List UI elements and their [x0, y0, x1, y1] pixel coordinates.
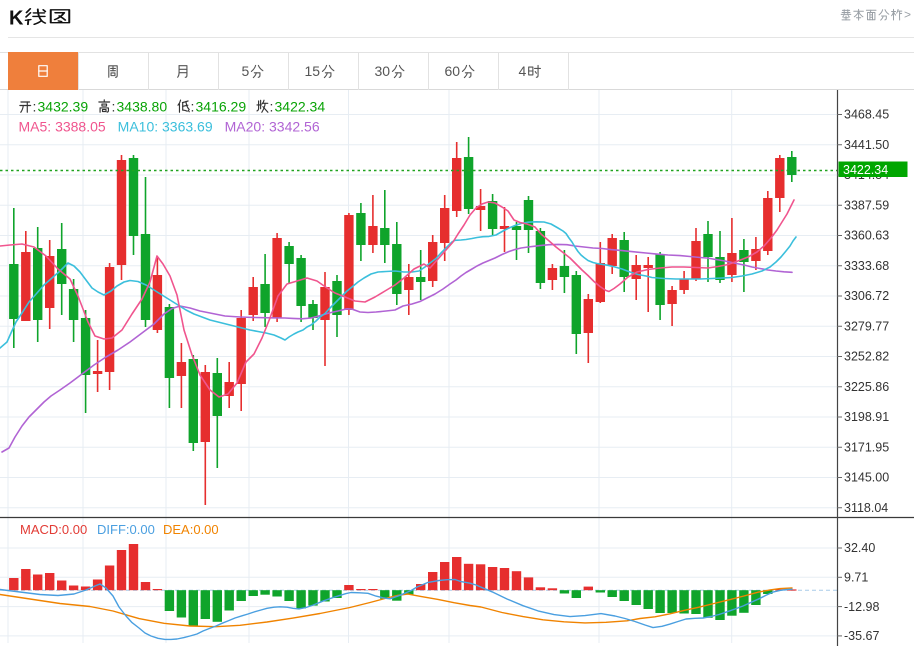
svg-text:3432.39: 3432.39 — [38, 99, 89, 115]
svg-text:K: K — [9, 8, 24, 30]
svg-text::: : — [112, 99, 116, 115]
svg-text:4: 4 — [519, 63, 527, 79]
svg-text:3198.91: 3198.91 — [844, 410, 889, 424]
svg-text:3438.80: 3438.80 — [117, 99, 168, 115]
svg-text:3145.00: 3145.00 — [844, 471, 889, 485]
svg-text:3118.04: 3118.04 — [844, 501, 888, 515]
svg-text:32.40: 32.40 — [844, 541, 875, 555]
svg-text:MACD:0.00: MACD:0.00 — [20, 522, 87, 537]
svg-text:3252.82: 3252.82 — [844, 350, 889, 364]
svg-text:5: 5 — [242, 63, 250, 79]
svg-text:3225.86: 3225.86 — [844, 380, 889, 394]
svg-text:3468.45: 3468.45 — [844, 108, 889, 122]
svg-text:3416.29: 3416.29 — [196, 99, 247, 115]
svg-text:3306.72: 3306.72 — [844, 289, 889, 303]
svg-text:DEA:0.00: DEA:0.00 — [163, 522, 219, 537]
svg-text:>: > — [904, 8, 911, 22]
svg-text:3333.68: 3333.68 — [844, 259, 889, 273]
svg-text:DIFF:0.00: DIFF:0.00 — [97, 522, 155, 537]
svg-text::: : — [191, 99, 195, 115]
svg-text:3387.59: 3387.59 — [844, 198, 889, 212]
svg-text:60: 60 — [445, 63, 461, 79]
svg-text:3279.77: 3279.77 — [844, 319, 889, 333]
svg-text:3171.95: 3171.95 — [844, 440, 889, 454]
svg-text:-12.98: -12.98 — [844, 600, 879, 614]
svg-text:9.71: 9.71 — [844, 571, 868, 585]
svg-text::: : — [270, 99, 274, 115]
svg-text:3360.63: 3360.63 — [844, 229, 889, 243]
svg-text:3441.50: 3441.50 — [844, 138, 889, 152]
svg-text::: : — [33, 99, 37, 115]
svg-text:3422.34: 3422.34 — [275, 99, 326, 115]
svg-text:3422.34: 3422.34 — [843, 163, 888, 177]
svg-text:-35.67: -35.67 — [844, 629, 879, 643]
svg-text:30: 30 — [375, 63, 391, 79]
svg-text:15: 15 — [305, 63, 321, 79]
